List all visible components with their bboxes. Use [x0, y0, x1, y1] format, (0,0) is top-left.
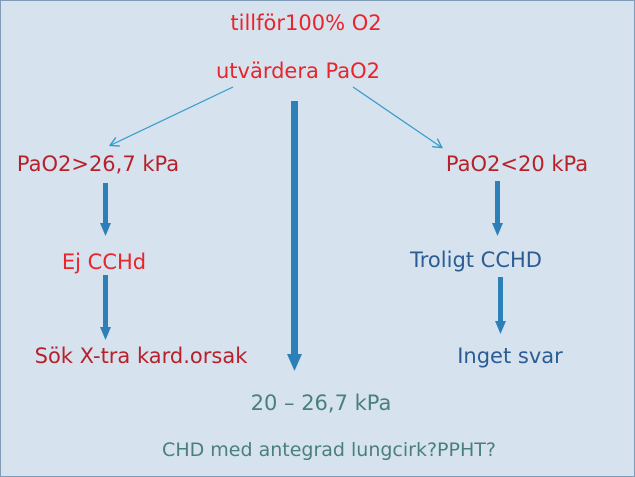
node-search-cardiac-cause: Sök X-tra kard.orsak	[34, 344, 248, 368]
arrow-evaluate-to-low	[352, 86, 441, 147]
node-give-o2: tillför100% O2	[230, 11, 382, 35]
arrow-low-to-likely-cchd	[492, 181, 503, 236]
arrow-not-cchd-to-search-cause	[100, 275, 111, 340]
node-no-response: Inget svar	[457, 344, 563, 368]
node-middle-range: 20 – 26,7 kPa	[250, 391, 392, 415]
arrow-evaluate-to-middle	[287, 101, 302, 371]
node-pao2-low: PaO2<20 kPa	[445, 152, 589, 176]
node-conclusion: CHD med antegrad lungcirk?PPHT?	[162, 439, 496, 461]
arrow-likely-cchd-to-no-response	[495, 277, 506, 334]
node-pao2-high: PaO2>26,7 kPa	[16, 152, 180, 176]
arrow-high-to-not-cchd	[100, 183, 111, 236]
node-likely-cchd: Troligt CCHD	[410, 248, 542, 272]
arrow-evaluate-to-high	[111, 86, 234, 145]
node-not-cchd: Ej CCHd	[61, 250, 147, 274]
node-evaluate-pao2: utvärdera PaO2	[215, 59, 381, 83]
